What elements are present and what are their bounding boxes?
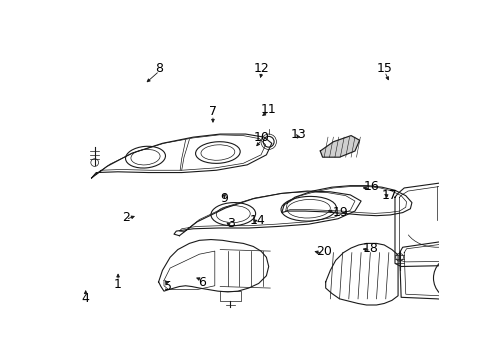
Text: 9: 9 [220,192,228,205]
Text: 18: 18 [363,242,378,255]
Text: 8: 8 [155,62,163,75]
Text: 17: 17 [381,189,397,202]
Text: 2: 2 [122,211,129,224]
Text: 6: 6 [197,276,205,289]
Text: 10: 10 [253,131,269,144]
Text: 12: 12 [253,62,269,75]
Text: 19: 19 [332,206,348,219]
Text: 15: 15 [376,62,392,75]
Text: 7: 7 [208,105,217,118]
Text: 5: 5 [163,280,171,293]
Text: 14: 14 [249,213,264,226]
Text: 1: 1 [114,278,122,291]
Text: 20: 20 [315,245,331,258]
Text: 16: 16 [363,180,378,193]
Text: 3: 3 [226,217,235,230]
Polygon shape [320,136,359,157]
Text: 13: 13 [289,128,305,141]
Text: 11: 11 [260,103,276,116]
Text: 4: 4 [81,292,89,305]
